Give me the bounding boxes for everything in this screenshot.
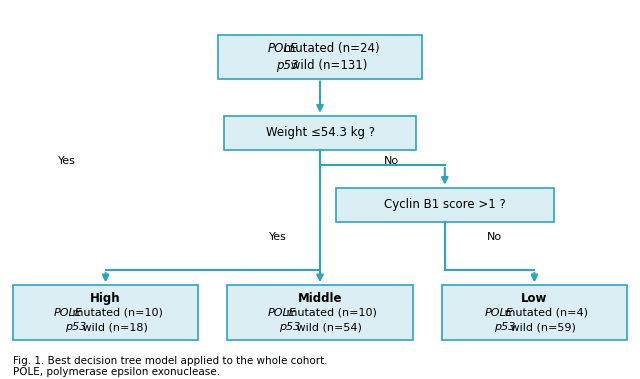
Text: Cyclin B1 score >1 ?: Cyclin B1 score >1 ? xyxy=(384,198,506,211)
FancyBboxPatch shape xyxy=(336,188,554,222)
Text: POLE: POLE xyxy=(268,308,297,318)
Text: mutated (n=10): mutated (n=10) xyxy=(283,308,377,318)
Text: Fig. 1. Best decision tree model applied to the whole cohort.: Fig. 1. Best decision tree model applied… xyxy=(13,356,328,366)
Text: Weight ≤54.3 kg ?: Weight ≤54.3 kg ? xyxy=(266,126,374,139)
Text: wild (n=59): wild (n=59) xyxy=(508,322,577,332)
Text: p53: p53 xyxy=(276,59,299,72)
Text: mutated (n=10): mutated (n=10) xyxy=(68,308,163,318)
Text: POLE: POLE xyxy=(485,308,514,318)
Text: Yes: Yes xyxy=(58,156,76,166)
Text: POLE: POLE xyxy=(54,308,83,318)
Text: POLE, polymerase epsilon exonuclease.: POLE, polymerase epsilon exonuclease. xyxy=(13,367,220,377)
Text: p53: p53 xyxy=(493,322,515,332)
Text: p53: p53 xyxy=(65,322,86,332)
Text: wild (n=131): wild (n=131) xyxy=(287,59,368,72)
Text: No: No xyxy=(384,156,399,166)
FancyBboxPatch shape xyxy=(224,116,416,150)
FancyBboxPatch shape xyxy=(227,285,413,340)
Text: High: High xyxy=(90,292,121,305)
Text: wild (n=18): wild (n=18) xyxy=(79,322,148,332)
Text: wild (n=54): wild (n=54) xyxy=(293,322,362,332)
FancyBboxPatch shape xyxy=(442,285,627,340)
Text: No: No xyxy=(486,232,502,242)
FancyBboxPatch shape xyxy=(13,285,198,340)
Text: Low: Low xyxy=(521,292,548,305)
Text: p53: p53 xyxy=(279,322,301,332)
Text: mutated (n=24): mutated (n=24) xyxy=(280,42,380,55)
Text: Yes: Yes xyxy=(269,232,287,242)
Text: POLE: POLE xyxy=(268,42,298,55)
FancyBboxPatch shape xyxy=(218,35,422,79)
Text: Middle: Middle xyxy=(298,292,342,305)
Text: mutated (n=4): mutated (n=4) xyxy=(501,308,588,318)
